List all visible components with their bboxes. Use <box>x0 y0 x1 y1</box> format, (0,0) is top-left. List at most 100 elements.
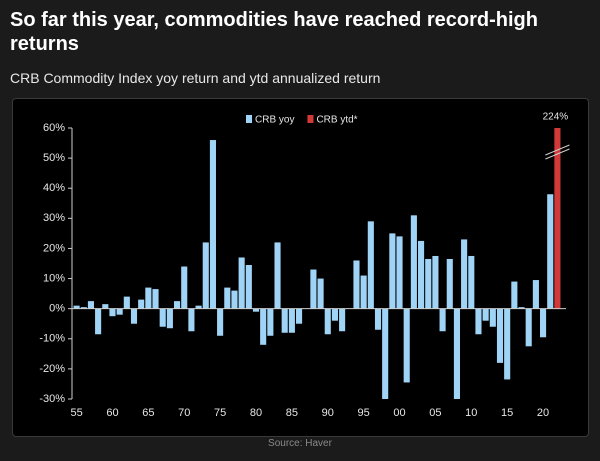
bar <box>496 308 504 363</box>
bar <box>95 308 102 335</box>
bar <box>152 289 159 309</box>
bar <box>238 257 245 309</box>
bar <box>331 308 338 321</box>
y-tick-label: -30% <box>39 393 65 405</box>
bar <box>181 266 188 309</box>
chart-subtitle: CRB Commodity Index yoy return and ytd a… <box>10 70 381 86</box>
bar <box>425 258 432 309</box>
bar <box>396 236 403 309</box>
y-tick-label: 50% <box>43 152 65 164</box>
x-tick-label: 90 <box>322 407 334 419</box>
bar <box>374 308 382 330</box>
bar <box>274 242 281 309</box>
x-tick-label: 15 <box>501 407 513 419</box>
value-label: 224% <box>543 112 569 123</box>
x-tick-label: 00 <box>393 407 405 419</box>
y-tick-label: 40% <box>43 182 65 194</box>
y-tick-label: 0% <box>49 303 65 315</box>
bar <box>504 308 511 380</box>
x-tick-label: 85 <box>286 407 298 419</box>
legend-label: CRB ytd* <box>316 115 357 126</box>
bar <box>403 308 410 383</box>
bar <box>554 128 561 309</box>
bar <box>166 308 173 329</box>
bar <box>145 287 152 309</box>
bar <box>382 308 389 399</box>
bar <box>547 194 554 309</box>
bar <box>109 308 116 317</box>
bar <box>231 290 238 309</box>
bar <box>87 301 94 309</box>
bar <box>310 269 317 309</box>
y-tick-label: 20% <box>43 242 65 254</box>
bar <box>260 308 267 345</box>
bar <box>80 307 87 309</box>
bar <box>217 308 224 336</box>
bar <box>525 308 532 347</box>
y-tick-label: -10% <box>39 333 65 345</box>
legend-label: CRB yoy <box>255 115 294 126</box>
bar <box>174 301 181 309</box>
bar <box>102 304 109 309</box>
bar <box>418 240 425 309</box>
x-tick-label: 70 <box>178 407 190 419</box>
bar <box>432 255 439 309</box>
bar <box>360 275 367 309</box>
bar <box>461 239 468 309</box>
x-tick-label: 20 <box>537 407 549 419</box>
bar <box>267 308 274 336</box>
legend-swatch <box>246 115 252 123</box>
source-note: Source: Haver <box>268 438 332 449</box>
bar <box>446 258 453 309</box>
bar <box>116 308 123 315</box>
legend-swatch <box>307 115 314 123</box>
bar <box>202 242 209 309</box>
bar <box>532 280 539 309</box>
x-tick-label: 75 <box>214 407 226 419</box>
bar <box>209 140 216 309</box>
bar <box>138 299 145 309</box>
x-tick-label: 55 <box>70 407 82 419</box>
x-tick-label: 10 <box>465 407 477 419</box>
bar <box>482 308 489 321</box>
bar <box>159 308 166 327</box>
bar <box>453 308 460 399</box>
bar <box>288 308 295 333</box>
bar <box>281 308 288 333</box>
bar <box>73 305 80 309</box>
y-tick-label: -20% <box>39 363 65 375</box>
bar <box>540 308 547 338</box>
bar <box>367 221 374 309</box>
bar <box>130 308 138 324</box>
bar <box>518 307 525 309</box>
x-tick-label: 60 <box>106 407 118 419</box>
bar <box>468 255 475 309</box>
bar <box>123 296 130 309</box>
bar <box>475 308 482 335</box>
bar <box>339 308 346 332</box>
bar <box>317 278 324 309</box>
chart-panel <box>12 98 589 437</box>
bar <box>252 308 260 312</box>
x-tick-label: 05 <box>429 407 441 419</box>
bar <box>353 260 360 309</box>
bar <box>439 308 446 332</box>
break-mark <box>545 144 570 156</box>
y-tick-label: 60% <box>43 122 65 134</box>
x-tick-label: 80 <box>250 407 262 419</box>
x-tick-label: 95 <box>358 407 370 419</box>
bar <box>188 308 195 332</box>
bar <box>511 281 518 309</box>
chart-title: So far this year, commodities have reach… <box>10 9 538 55</box>
bar <box>389 233 396 309</box>
bar <box>245 265 252 309</box>
x-tick-label: 65 <box>142 407 154 419</box>
y-tick-label: 30% <box>43 212 65 224</box>
bar <box>195 305 202 309</box>
bar <box>410 215 417 309</box>
y-tick-label: 10% <box>43 272 65 284</box>
bar <box>224 287 231 309</box>
bar <box>489 308 496 327</box>
